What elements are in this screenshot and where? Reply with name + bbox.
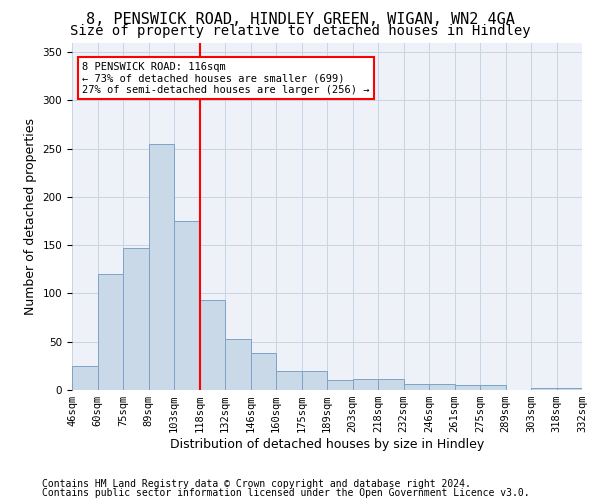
Bar <box>480 385 505 390</box>
Y-axis label: Number of detached properties: Number of detached properties <box>24 118 37 315</box>
Bar <box>174 221 199 390</box>
Text: 8 PENSWICK ROAD: 116sqm
← 73% of detached houses are smaller (699)
27% of semi-d: 8 PENSWICK ROAD: 116sqm ← 73% of detache… <box>82 62 370 95</box>
Bar <box>97 274 123 390</box>
Bar <box>251 354 276 390</box>
Bar <box>199 300 225 390</box>
Text: 8, PENSWICK ROAD, HINDLEY GREEN, WIGAN, WN2 4GA: 8, PENSWICK ROAD, HINDLEY GREEN, WIGAN, … <box>86 12 514 26</box>
Bar <box>429 384 455 390</box>
Text: Contains HM Land Registry data © Crown copyright and database right 2024.: Contains HM Land Registry data © Crown c… <box>42 479 471 489</box>
Bar <box>531 388 557 390</box>
Text: Size of property relative to detached houses in Hindley: Size of property relative to detached ho… <box>70 24 530 38</box>
Bar <box>378 380 404 390</box>
X-axis label: Distribution of detached houses by size in Hindley: Distribution of detached houses by size … <box>170 438 484 451</box>
Bar <box>557 388 582 390</box>
Bar <box>123 248 149 390</box>
Bar <box>455 385 480 390</box>
Bar <box>353 380 378 390</box>
Bar <box>225 339 251 390</box>
Bar <box>404 384 429 390</box>
Bar <box>327 380 353 390</box>
Bar <box>149 144 174 390</box>
Bar <box>276 370 302 390</box>
Bar <box>72 366 97 390</box>
Bar <box>302 370 327 390</box>
Text: Contains public sector information licensed under the Open Government Licence v3: Contains public sector information licen… <box>42 488 530 498</box>
